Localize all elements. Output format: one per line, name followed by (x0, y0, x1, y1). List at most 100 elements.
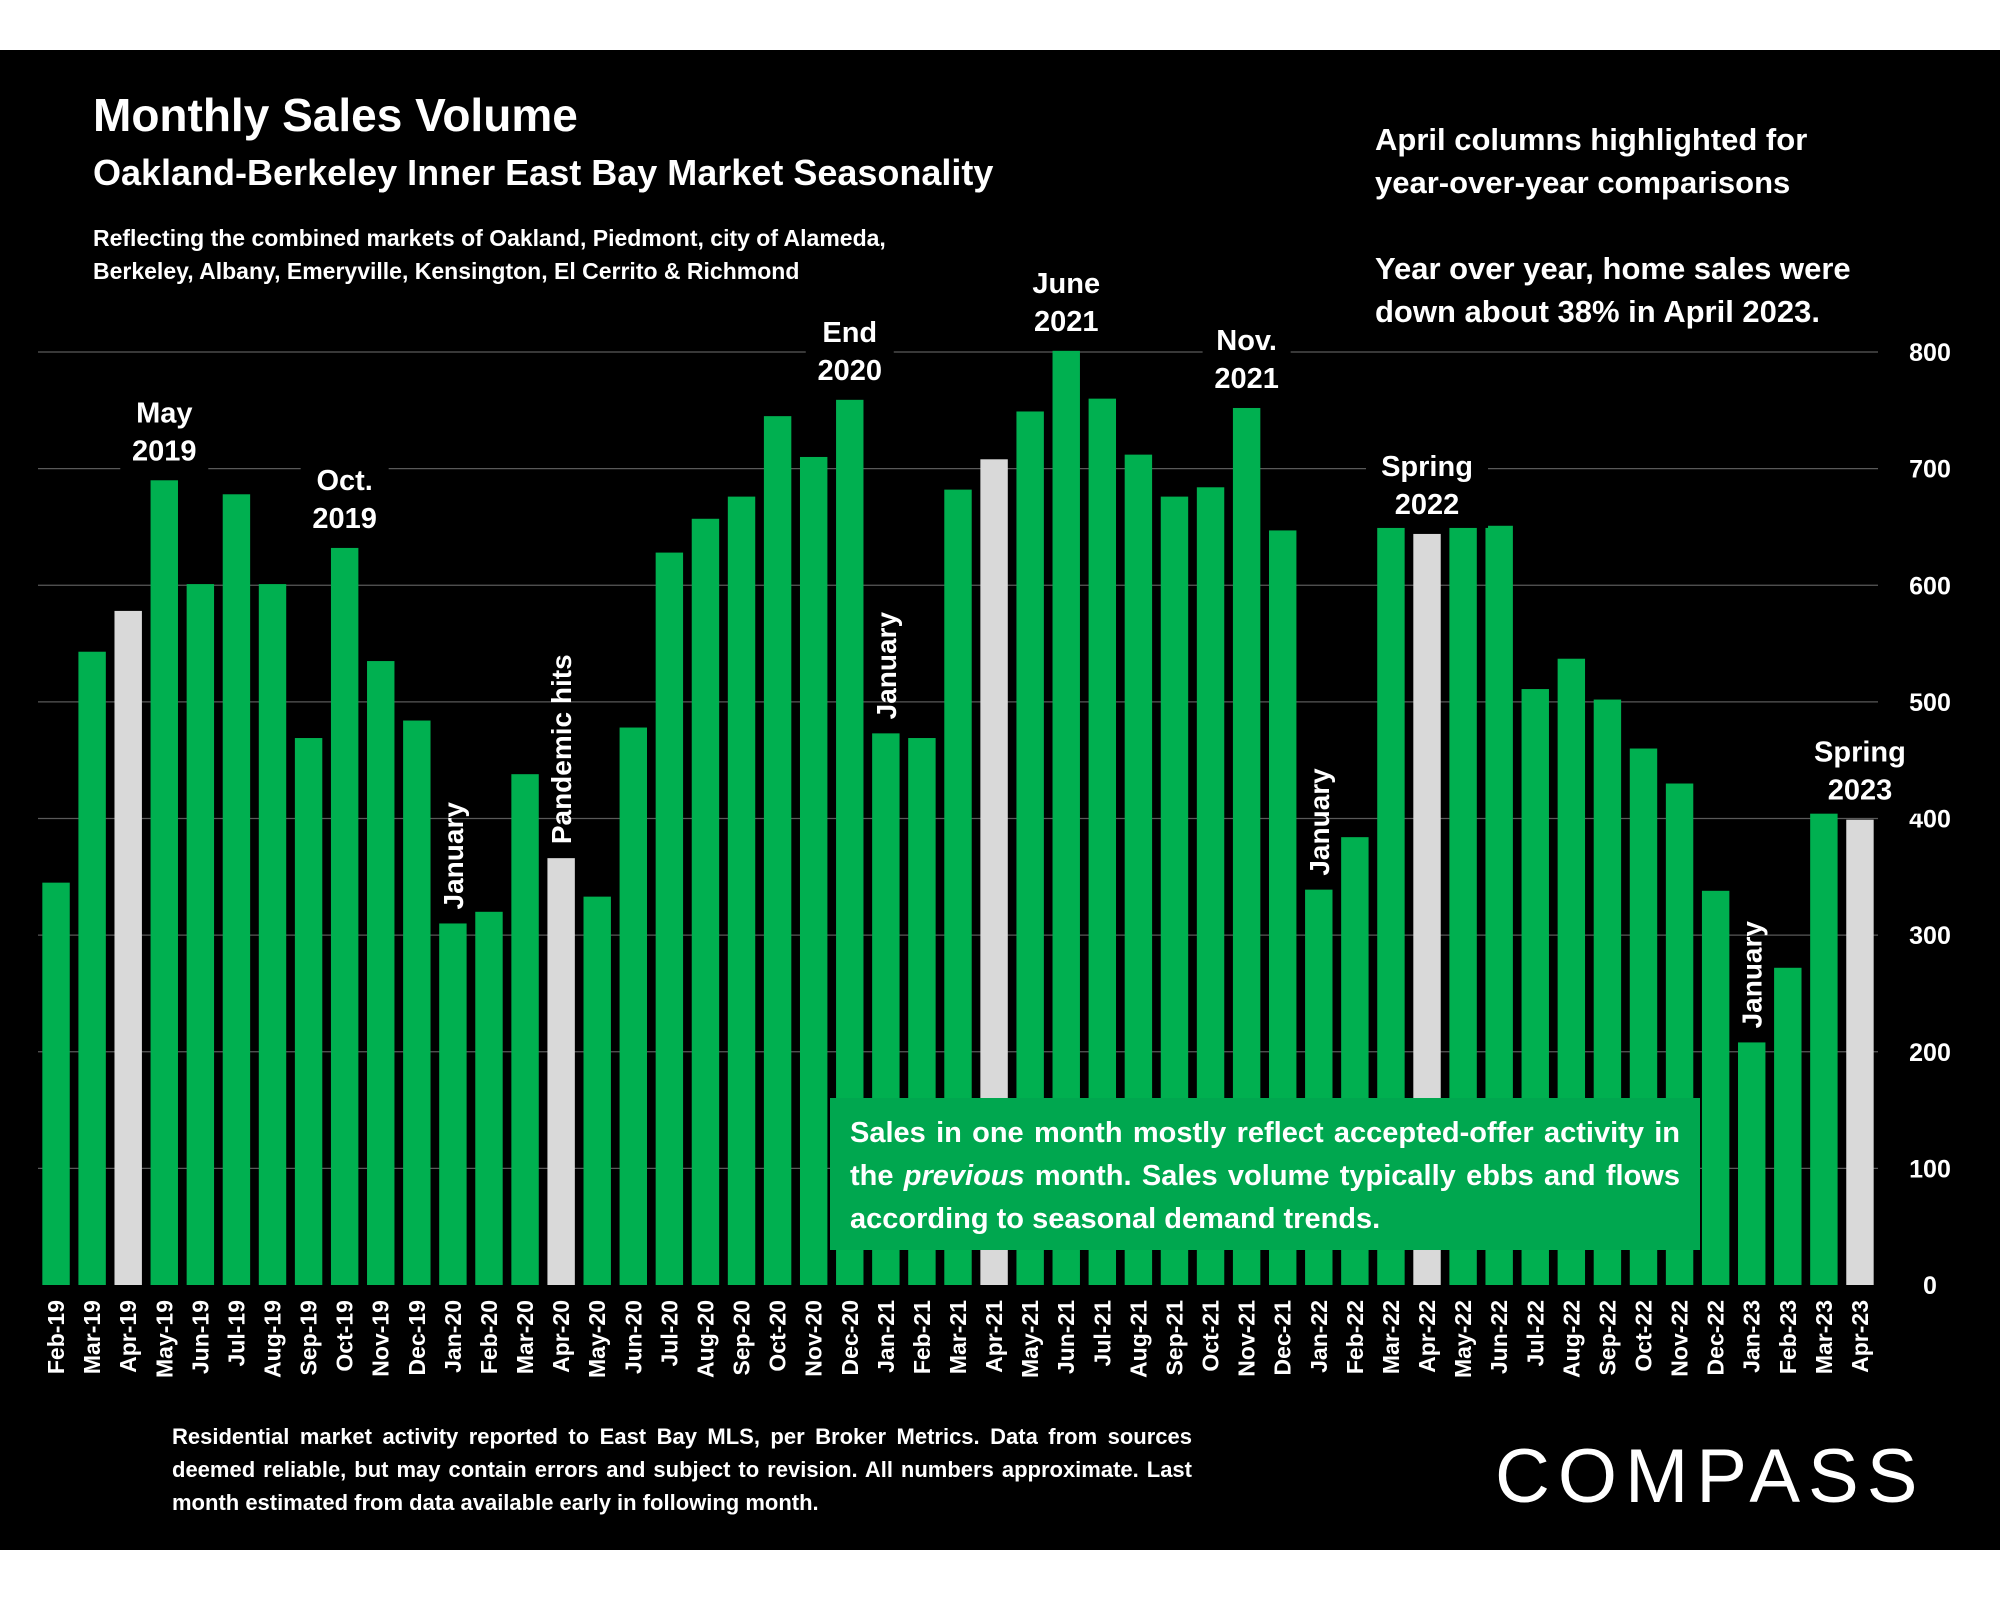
bar-sep-19 (294, 738, 323, 1285)
bar-may-19 (150, 480, 178, 1286)
x-tick-label: Aug-19 (260, 1300, 286, 1378)
x-tick-label: Mar-19 (79, 1300, 105, 1374)
bar-mar-20 (511, 774, 539, 1285)
y-tick-label: 300 (1909, 922, 1951, 950)
x-tick-label: Jul-20 (656, 1300, 682, 1366)
bar-jan-23 (1738, 1042, 1766, 1285)
x-tick-label: Dec-20 (837, 1300, 863, 1375)
callout-text-1: Sales in one month mostly reflect accept… (850, 1117, 1680, 1192)
compass-wordmark: COMPASS (1495, 1434, 1925, 1519)
y-tick-label: 800 (1909, 339, 1951, 367)
bar-oct-19 (330, 547, 359, 1285)
x-tick-label: Mar-22 (1378, 1300, 1404, 1374)
annotation-label: 2021 (1214, 363, 1279, 395)
x-tick-label: Feb-22 (1342, 1300, 1368, 1374)
x-tick-label: Aug-22 (1558, 1300, 1584, 1378)
x-tick-label: Jan-21 (873, 1300, 899, 1373)
seasonality-callout: Sales in one month mostly reflect accept… (830, 1098, 1700, 1250)
x-tick-label: May-19 (151, 1300, 177, 1378)
x-tick-label: Apr-19 (115, 1300, 141, 1373)
bar-aug-20 (691, 518, 720, 1285)
x-tick-label: May-20 (584, 1300, 610, 1378)
annotation-label: 2021 (1034, 306, 1099, 338)
x-tick-label: Feb-21 (909, 1300, 935, 1374)
x-tick-label: Jun-20 (620, 1300, 646, 1374)
annotation-label: 2019 (132, 435, 197, 467)
x-tick-label: Feb-20 (476, 1300, 502, 1374)
y-tick-label: 100 (1909, 1155, 1951, 1183)
annotation-label: 2020 (818, 355, 883, 387)
chart-title: Monthly Sales Volume (93, 89, 578, 141)
bar-feb-23 (1774, 967, 1802, 1285)
bar-jul-20 (655, 552, 684, 1285)
x-tick-label: Jun-22 (1486, 1300, 1512, 1374)
year-over-year-note: April columns highlighted for year-over-… (1375, 122, 1851, 329)
annotation-label: 2022 (1395, 489, 1460, 521)
annotation-label: Oct. (316, 465, 372, 497)
x-tick-label: Dec-21 (1270, 1300, 1296, 1376)
x-tick-label: Oct-20 (765, 1300, 791, 1372)
x-tick-label: Nov-20 (801, 1300, 827, 1377)
annotation-label: 2019 (312, 503, 377, 535)
x-tick-label: Apr-22 (1414, 1300, 1440, 1373)
annotation-label: January (438, 802, 469, 910)
x-tick-label: Oct-19 (332, 1300, 358, 1372)
annotation-label: June (1032, 268, 1100, 300)
x-tick-label: Sep-20 (729, 1300, 755, 1375)
annotation-backdrop (1798, 729, 1921, 814)
annotation-backdrop (1202, 317, 1291, 402)
x-tick-label: Feb-23 (1775, 1300, 1801, 1374)
x-tick-label: Apr-23 (1847, 1300, 1873, 1373)
y-tick-label: 200 (1909, 1039, 1951, 1067)
annotation-backdrop (1022, 260, 1111, 345)
x-tick-label: Sep-21 (1161, 1300, 1187, 1376)
x-tick-label: Mar-20 (512, 1300, 538, 1374)
bar-may-20 (583, 896, 611, 1285)
bar-feb-20 (475, 911, 503, 1285)
bar-nov-19 (367, 661, 395, 1285)
bar-jun-20 (619, 727, 648, 1285)
annotation-label: May (136, 397, 192, 429)
x-tick-label: Apr-21 (981, 1300, 1007, 1373)
source-footnote: Residential market activity reported to … (172, 1424, 1192, 1515)
x-tick-label: May-22 (1450, 1300, 1476, 1378)
x-tick-label: Jan-23 (1739, 1300, 1765, 1373)
bar-apr-20 (547, 858, 575, 1285)
annotation-label: January (871, 612, 902, 720)
x-tick-label: Nov-21 (1234, 1300, 1260, 1377)
bar-dec-19 (403, 720, 431, 1285)
bar-apr-19 (114, 610, 142, 1285)
x-tick-label: Mar-23 (1811, 1300, 1837, 1374)
annotation-label: January (1304, 768, 1335, 876)
x-tick-label: Oct-21 (1198, 1300, 1224, 1372)
x-tick-label: Aug-21 (1125, 1300, 1151, 1378)
x-tick-label: Nov-19 (368, 1300, 394, 1377)
x-tick-label: May-21 (1017, 1300, 1043, 1378)
x-tick-label: Jan-20 (440, 1300, 466, 1373)
annotation-backdrop (300, 457, 389, 542)
annotation-label: Pandemic hits (546, 654, 577, 844)
bar-dec-22 (1701, 890, 1730, 1285)
annotation-label: Nov. (1216, 325, 1277, 357)
bar-feb-19 (42, 882, 70, 1285)
bar-sep-20 (727, 496, 756, 1285)
x-tick-label: Apr-20 (548, 1300, 574, 1373)
x-tick-label: Jul-21 (1089, 1300, 1115, 1367)
x-tick-label: Jun-19 (187, 1300, 213, 1374)
annotation-label: End (822, 317, 877, 349)
x-tick-label: Jul-22 (1522, 1300, 1548, 1366)
annotation-label: 2023 (1828, 775, 1893, 807)
bar-nov-20 (799, 456, 828, 1285)
bar-jul-19 (222, 494, 251, 1286)
logo-text: COMPASS (1495, 1434, 1925, 1519)
annotation-label: January (1737, 921, 1768, 1029)
bar-oct-20 (763, 416, 792, 1285)
markets-note: Reflecting the combined markets of Oakla… (93, 225, 886, 284)
y-tick-label: 0 (1923, 1272, 1937, 1300)
annotation-backdrop (1366, 443, 1489, 528)
bar-jun-19 (186, 584, 215, 1285)
annotation-label: Spring (1381, 451, 1473, 483)
bar-apr-23 (1846, 819, 1874, 1285)
y-tick-label: 700 (1909, 456, 1951, 484)
